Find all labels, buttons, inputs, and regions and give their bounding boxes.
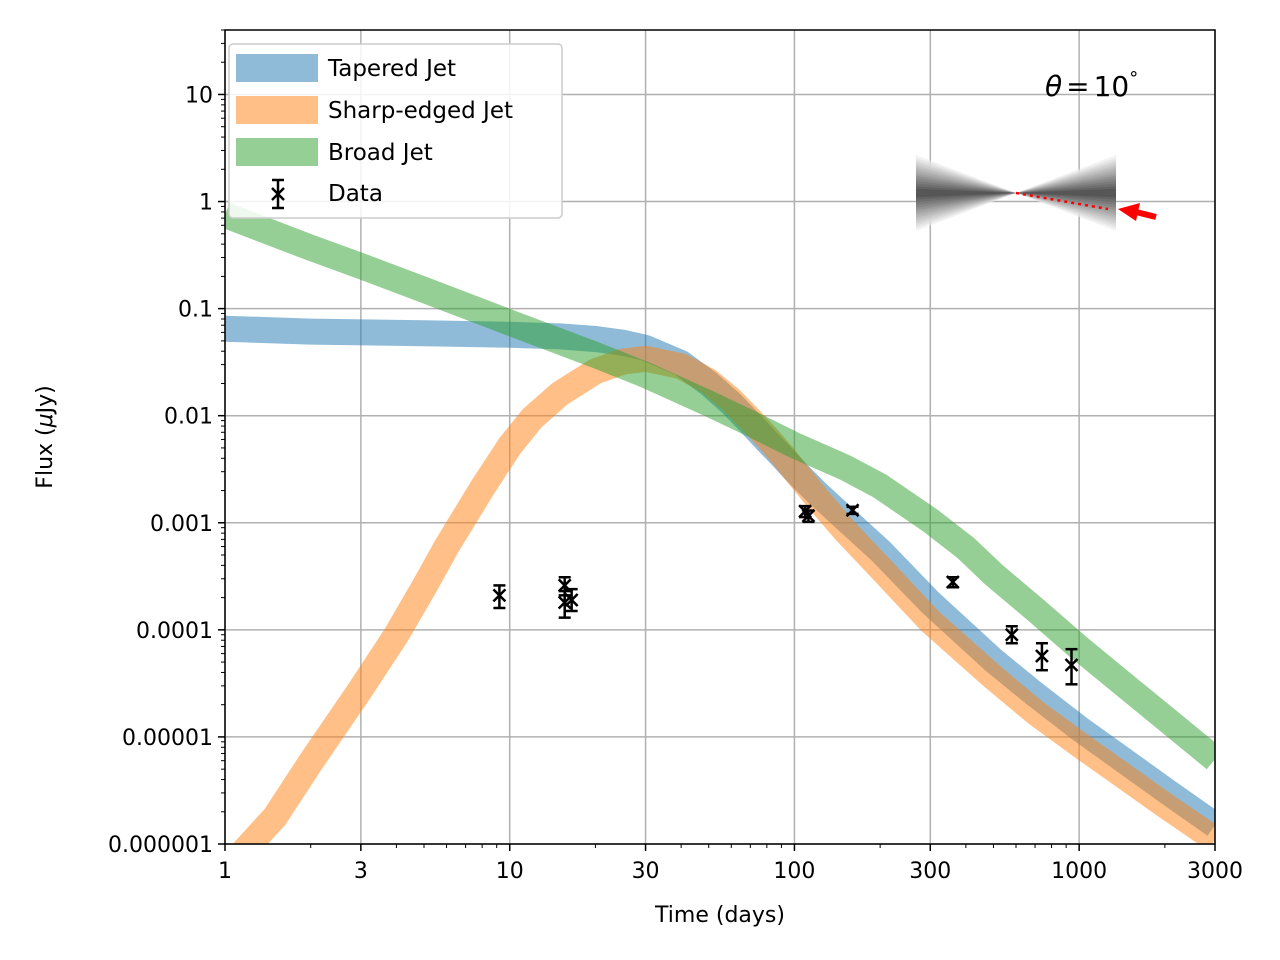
model-curves	[225, 202, 1215, 844]
x-tick-label: 100	[773, 859, 815, 884]
axis-ticks: 1 3 10 30 100 300 1000 3000 10 1 0.1 0.01 0.001 0.000…	[108, 29, 1243, 884]
data-point	[945, 575, 960, 589]
legend-label-sharp: Sharp-edged Jet	[328, 98, 513, 124]
y-tick-label: 0.0001	[136, 619, 213, 644]
legend-swatch-sharp	[236, 96, 318, 124]
x-tick-label: 3000	[1187, 859, 1243, 884]
y-tick-label: 0.001	[150, 512, 213, 537]
x-tick-label: 1000	[1051, 859, 1107, 884]
jet-cone-inset	[916, 155, 1157, 231]
x-tick-label: 3	[354, 859, 368, 884]
y-tick-label: 0.00001	[122, 726, 213, 751]
y-tick-label: 1	[199, 191, 213, 216]
legend: Tapered Jet Sharp-edged Jet Broad Jet Da…	[228, 43, 563, 219]
observer-arrow-shaft	[1135, 209, 1157, 220]
y-tick-label: 0.1	[178, 298, 213, 323]
curve-sharp-edged-jet	[232, 345, 1215, 844]
y-tick-label: 0.01	[164, 405, 213, 430]
legend-label-data: Data	[328, 181, 383, 207]
data-point	[801, 508, 816, 524]
data-point	[1064, 647, 1079, 686]
data-point	[1004, 625, 1019, 645]
legend-swatch-broad	[236, 138, 318, 166]
data-point	[492, 584, 507, 610]
plot-frame	[224, 29, 1216, 845]
x-tick-label: 30	[632, 859, 660, 884]
legend-box	[228, 43, 563, 219]
viewing-angle-annotation: θ = 10°	[1045, 68, 1138, 103]
observer-arrow-head	[1118, 203, 1140, 221]
y-axis-label: Flux (μJy)	[33, 385, 58, 488]
data-point	[1035, 641, 1049, 672]
jet-cone-left	[916, 188, 1016, 198]
data-point	[845, 503, 860, 518]
y-tick-label: 10	[185, 83, 213, 108]
y-tick-label: 0.000001	[108, 833, 213, 858]
x-tick-label: 10	[496, 859, 524, 884]
legend-label-broad: Broad Jet	[328, 140, 433, 166]
curve-broad-jet	[225, 202, 1215, 770]
line-of-sight	[1015, 191, 1109, 211]
x-tick-label: 1	[218, 859, 232, 884]
legend-label-tapered: Tapered Jet	[327, 56, 456, 82]
data-point	[564, 587, 579, 613]
x-tick-label: 300	[909, 859, 951, 884]
legend-data-marker	[271, 178, 285, 210]
data-points	[492, 503, 1079, 686]
legend-swatch-tapered	[236, 54, 318, 82]
jet-cone-right	[1016, 188, 1116, 198]
x-axis-label: Time (days)	[654, 903, 785, 928]
